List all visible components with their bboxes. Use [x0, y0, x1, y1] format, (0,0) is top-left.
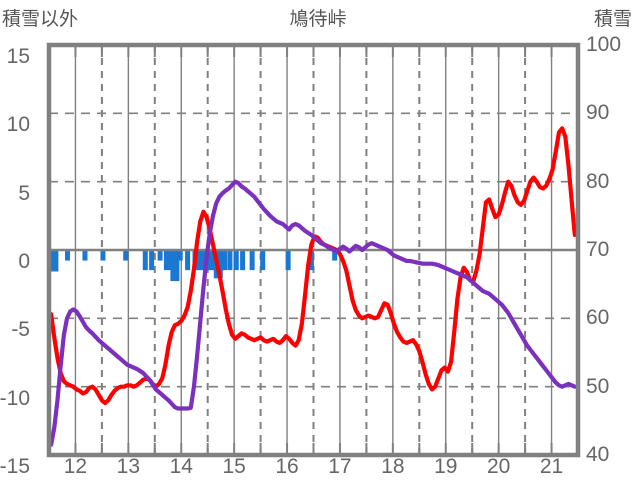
x-tick-label: 13: [116, 455, 141, 478]
x-tick-label: 21: [539, 455, 564, 478]
x-tick-label: 14: [169, 455, 193, 478]
right-axis-title: 積雪: [593, 9, 632, 30]
right-tick-label: 100: [586, 33, 622, 56]
x-tick-label: 12: [63, 455, 88, 478]
right-tick-label: 80: [586, 169, 610, 193]
right-tick-label: 40: [586, 443, 610, 466]
x-tick-label: 19: [434, 455, 458, 478]
x-tick-label: 18: [381, 455, 405, 478]
right-tick-label: 90: [586, 101, 610, 125]
left-axis-title: 積雪以外: [2, 9, 79, 30]
data-lines: [49, 126, 577, 447]
x-tick-label: 15: [222, 455, 246, 478]
right-tick-label: 60: [586, 306, 610, 330]
chart-title: 鳩待峠: [289, 9, 347, 30]
plot-frame: [46, 42, 581, 458]
x-tick-label: 20: [486, 455, 511, 478]
right-tick-label: 50: [586, 374, 610, 398]
x-tick-label: 16: [275, 455, 299, 478]
right-tick-label: 70: [586, 238, 610, 261]
x-tick-label: 17: [328, 455, 352, 478]
